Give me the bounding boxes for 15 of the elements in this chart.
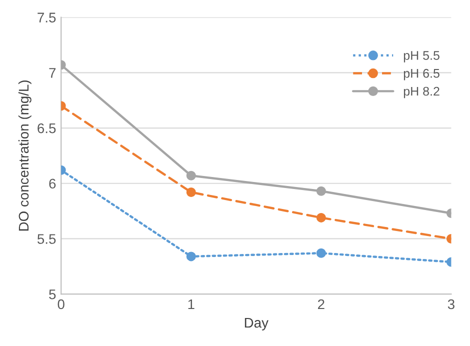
legend-label: pH 5.5 [404, 51, 440, 62]
x-tick-label: 3 [448, 299, 454, 310]
y-tick-label: 6.5 [38, 123, 56, 134]
y-tick-label: 7 [49, 68, 56, 78]
y-tick-label: 5 [49, 290, 56, 300]
x-tick-label: 1 [188, 299, 194, 310]
x-tick-label: 2 [318, 299, 324, 310]
y-tick-label: 6 [49, 178, 56, 189]
legend-label: pH 8.2 [404, 86, 440, 98]
x-tick-label: 0 [58, 299, 64, 310]
y-axis-title: DO concentration (mg/L) [18, 80, 32, 231]
legend-label: pH 6.5 [404, 68, 440, 80]
y-tick-label: 7.5 [38, 12, 56, 22]
x-axis-title: Day [244, 318, 268, 330]
y-tick-label: 5.5 [37, 234, 56, 244]
